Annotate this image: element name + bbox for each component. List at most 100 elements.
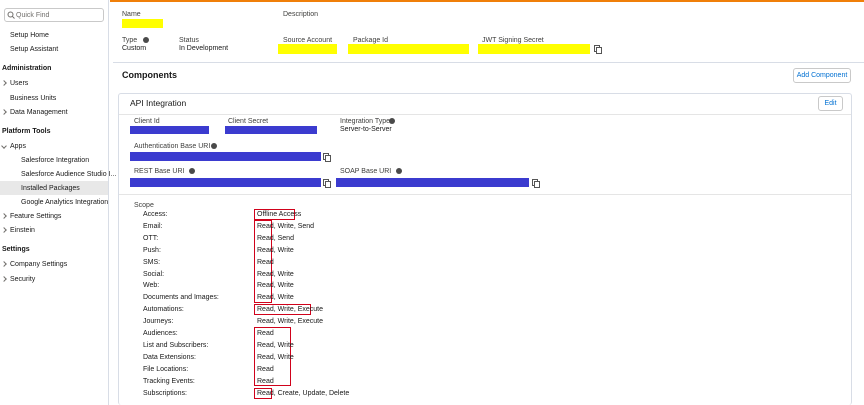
scope-label: Tracking Events: xyxy=(143,377,195,385)
value: Custom xyxy=(122,45,147,52)
annotation-box xyxy=(254,327,291,386)
annotation-box xyxy=(254,209,295,220)
scope-value: Read xyxy=(257,377,274,385)
redaction xyxy=(278,44,337,54)
label: Name xyxy=(122,11,141,18)
annotation-box xyxy=(254,304,311,315)
scope-value: Read, Write xyxy=(257,294,294,302)
sidebar-item[interactable]: Installed Packages xyxy=(21,185,80,192)
annotation-box xyxy=(254,220,272,303)
search-box[interactable] xyxy=(4,8,104,22)
sidebar-item[interactable]: Einstein xyxy=(10,227,35,234)
value: In Development xyxy=(179,45,229,52)
label: Authentication Base URI xyxy=(134,143,211,150)
redaction xyxy=(130,152,321,161)
scope-value: Read, Write, Execute xyxy=(257,318,324,326)
divider xyxy=(119,114,851,115)
scope-label: Journeys: xyxy=(143,318,174,326)
info-icon[interactable] xyxy=(211,143,217,149)
scope-value: Read, Write xyxy=(257,353,294,361)
sidebar-item[interactable]: Data Management xyxy=(10,109,68,116)
card xyxy=(118,93,852,405)
scope-value: Read, Write, Send xyxy=(257,222,315,230)
scope-value: Read, Write xyxy=(257,282,294,290)
scope-label: OTT: xyxy=(143,234,159,242)
sidebar-heading: Settings xyxy=(2,246,30,253)
label: Client Secret xyxy=(228,118,269,125)
value: Server-to-Server xyxy=(340,126,392,133)
card-title: API Integration xyxy=(130,98,187,108)
info-icon[interactable] xyxy=(396,168,402,174)
scope-label: SMS: xyxy=(143,258,161,266)
divider xyxy=(119,194,851,195)
scope-value: Read, Write xyxy=(257,246,294,254)
search-icon xyxy=(7,11,15,19)
scope-value: Read, Send xyxy=(257,234,294,242)
sidebar-item[interactable]: Salesforce Audience Studio I... xyxy=(21,171,117,178)
top-accent xyxy=(110,0,864,2)
selected-highlight xyxy=(0,181,108,195)
label: Source Account xyxy=(283,37,333,44)
sidebar-item[interactable]: Feature Settings xyxy=(10,213,62,220)
scope-label: Data Extensions: xyxy=(143,353,196,361)
scope-title: Scope xyxy=(134,202,154,209)
info-icon[interactable] xyxy=(389,118,395,124)
scope-label: Audiences: xyxy=(143,330,178,337)
scope-label: File Locations: xyxy=(143,365,189,373)
redaction xyxy=(122,19,163,28)
scope-label: Web: xyxy=(143,282,160,290)
info-icon[interactable] xyxy=(143,37,149,43)
label: Type xyxy=(122,37,138,44)
sidebar-item[interactable]: Salesforce Integration xyxy=(21,157,90,164)
scope-label: Automations: xyxy=(143,306,184,314)
sidebar-item[interactable]: Company Settings xyxy=(10,261,68,268)
redaction xyxy=(225,126,317,134)
scope-label: Social: xyxy=(143,270,165,278)
scope-value: Read, Write, Execute xyxy=(257,306,324,314)
sidebar-heading: Platform Tools xyxy=(2,128,51,135)
label: Integration Type xyxy=(340,118,391,125)
sidebar-item[interactable]: Google Analytics Integration xyxy=(21,199,109,206)
annotation-box xyxy=(254,388,272,399)
search-placeholder: Quick Find xyxy=(16,12,50,19)
label: JWT Signing Secret xyxy=(482,37,544,44)
label: Package Id xyxy=(353,37,389,44)
label: Client Id xyxy=(134,118,160,125)
divider xyxy=(113,62,864,63)
scope-label: Push: xyxy=(143,246,161,254)
redaction xyxy=(130,126,209,134)
add-component-button[interactable]: Add Component xyxy=(793,68,851,83)
scope-value: Offline Access xyxy=(257,211,302,218)
scope-label: Email: xyxy=(143,222,163,230)
scope-label: Documents and Images: xyxy=(143,294,219,302)
sidebar-item[interactable]: Security xyxy=(10,276,36,283)
scope-value: Read, Write xyxy=(257,341,294,349)
redaction xyxy=(336,178,529,187)
scope-label: List and Subscribers: xyxy=(143,341,209,349)
scope-value: Read xyxy=(257,258,274,266)
info-icon[interactable] xyxy=(189,168,195,174)
copy-icon[interactable] xyxy=(323,179,331,188)
sidebar-item[interactable]: Setup Assistant xyxy=(10,46,59,53)
edit-button[interactable]: Edit xyxy=(818,96,843,111)
sidebar-item[interactable]: Users xyxy=(10,80,29,87)
scope-label: Subscriptions: xyxy=(143,389,187,397)
label: Description xyxy=(283,11,319,18)
label: REST Base URI xyxy=(134,168,185,175)
copy-icon[interactable] xyxy=(594,45,602,54)
sidebar-item[interactable]: Apps xyxy=(10,143,26,150)
copy-icon[interactable] xyxy=(323,153,331,162)
copy-icon[interactable] xyxy=(532,179,540,188)
scope-value: Read, Create, Update, Delete xyxy=(257,389,350,397)
sidebar-heading: Administration xyxy=(2,65,52,72)
section-title: Components xyxy=(122,70,177,80)
sidebar-item[interactable]: Business Units xyxy=(10,95,57,102)
scope-value: Read xyxy=(257,365,274,373)
scope-value: Read, Write xyxy=(257,270,294,278)
sidebar-item[interactable]: Setup Home xyxy=(10,32,49,39)
redaction xyxy=(348,44,469,54)
label: Status xyxy=(179,37,199,44)
redaction xyxy=(130,178,321,187)
scope-value: Read xyxy=(257,330,274,337)
